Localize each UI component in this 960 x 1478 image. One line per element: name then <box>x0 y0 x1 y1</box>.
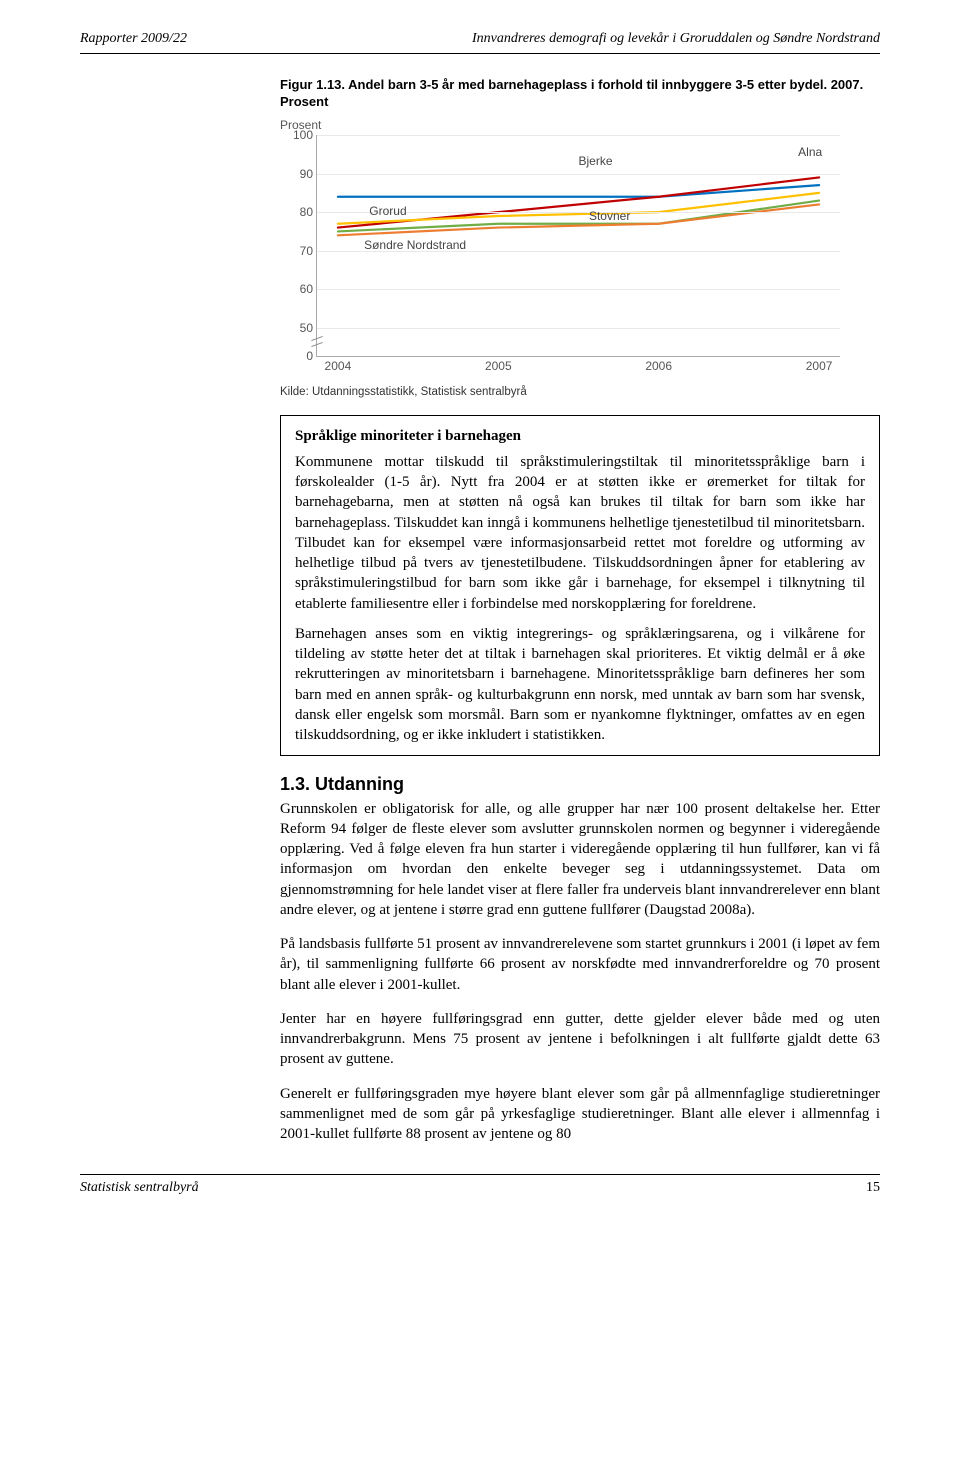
series-label: Søndre Nordstrand <box>364 237 466 253</box>
y-tick-label: 90 <box>287 165 313 181</box>
x-tick-label: 2005 <box>485 358 512 374</box>
figure-source: Kilde: Utdanningsstatistikk, Statistisk … <box>280 385 880 401</box>
line-chart: Prosent 506070809010002004200520062007Bj… <box>280 117 840 377</box>
figure-title: Figur 1.13. Andel barn 3-5 år med barneh… <box>280 76 880 111</box>
y-tick-label: 80 <box>287 204 313 220</box>
chart-plot-area: 506070809010002004200520062007BjerkeAlna… <box>316 135 840 357</box>
series-label: Alna <box>798 144 822 160</box>
body-paragraph-4: Generelt er fullføringsgraden mye høyere… <box>280 1084 880 1145</box>
chart-gridline <box>317 174 840 175</box>
y-tick-label: 50 <box>287 320 313 336</box>
body-paragraph-2: På landsbasis fullførte 51 prosent av in… <box>280 934 880 995</box>
chart-gridline <box>317 328 840 329</box>
x-tick-label: 2007 <box>806 358 833 374</box>
info-box: Språklige minoriteter i barnehagen Kommu… <box>280 415 880 757</box>
series-label: Stovner <box>589 208 630 224</box>
x-tick-label: 2004 <box>325 358 352 374</box>
page-header: Rapporter 2009/22 Innvandreres demografi… <box>80 30 880 54</box>
box-paragraph-1: Kommunene mottar tilskudd til språkstimu… <box>295 452 865 614</box>
series-label: Grorud <box>369 203 406 219</box>
y-tick-zero: 0 <box>287 348 313 364</box>
body-paragraph-1: Grunnskolen er obligatorisk for alle, og… <box>280 799 880 921</box>
series-label: Bjerke <box>579 153 613 169</box>
y-tick-label: 60 <box>287 281 313 297</box>
box-paragraph-2: Barnehagen anses som en viktig integreri… <box>295 624 865 746</box>
footer-left: Statistisk sentralbyrå <box>80 1179 199 1198</box>
chart-gridline <box>317 289 840 290</box>
header-left: Rapporter 2009/22 <box>80 30 187 49</box>
axis-break-icon <box>311 334 323 350</box>
footer-page-number: 15 <box>866 1179 880 1198</box>
y-tick-label: 100 <box>287 127 313 143</box>
chart-gridline <box>317 135 840 136</box>
box-title: Språklige minoriteter i barnehagen <box>295 426 865 446</box>
header-right: Innvandreres demografi og levekår i Gror… <box>472 30 880 49</box>
section-heading: 1.3. Utdanning <box>280 772 880 796</box>
y-tick-label: 70 <box>287 243 313 259</box>
page-footer: Statistisk sentralbyrå 15 <box>80 1174 880 1198</box>
x-tick-label: 2006 <box>645 358 672 374</box>
body-paragraph-3: Jenter har en høyere fullføringsgrad enn… <box>280 1009 880 1070</box>
